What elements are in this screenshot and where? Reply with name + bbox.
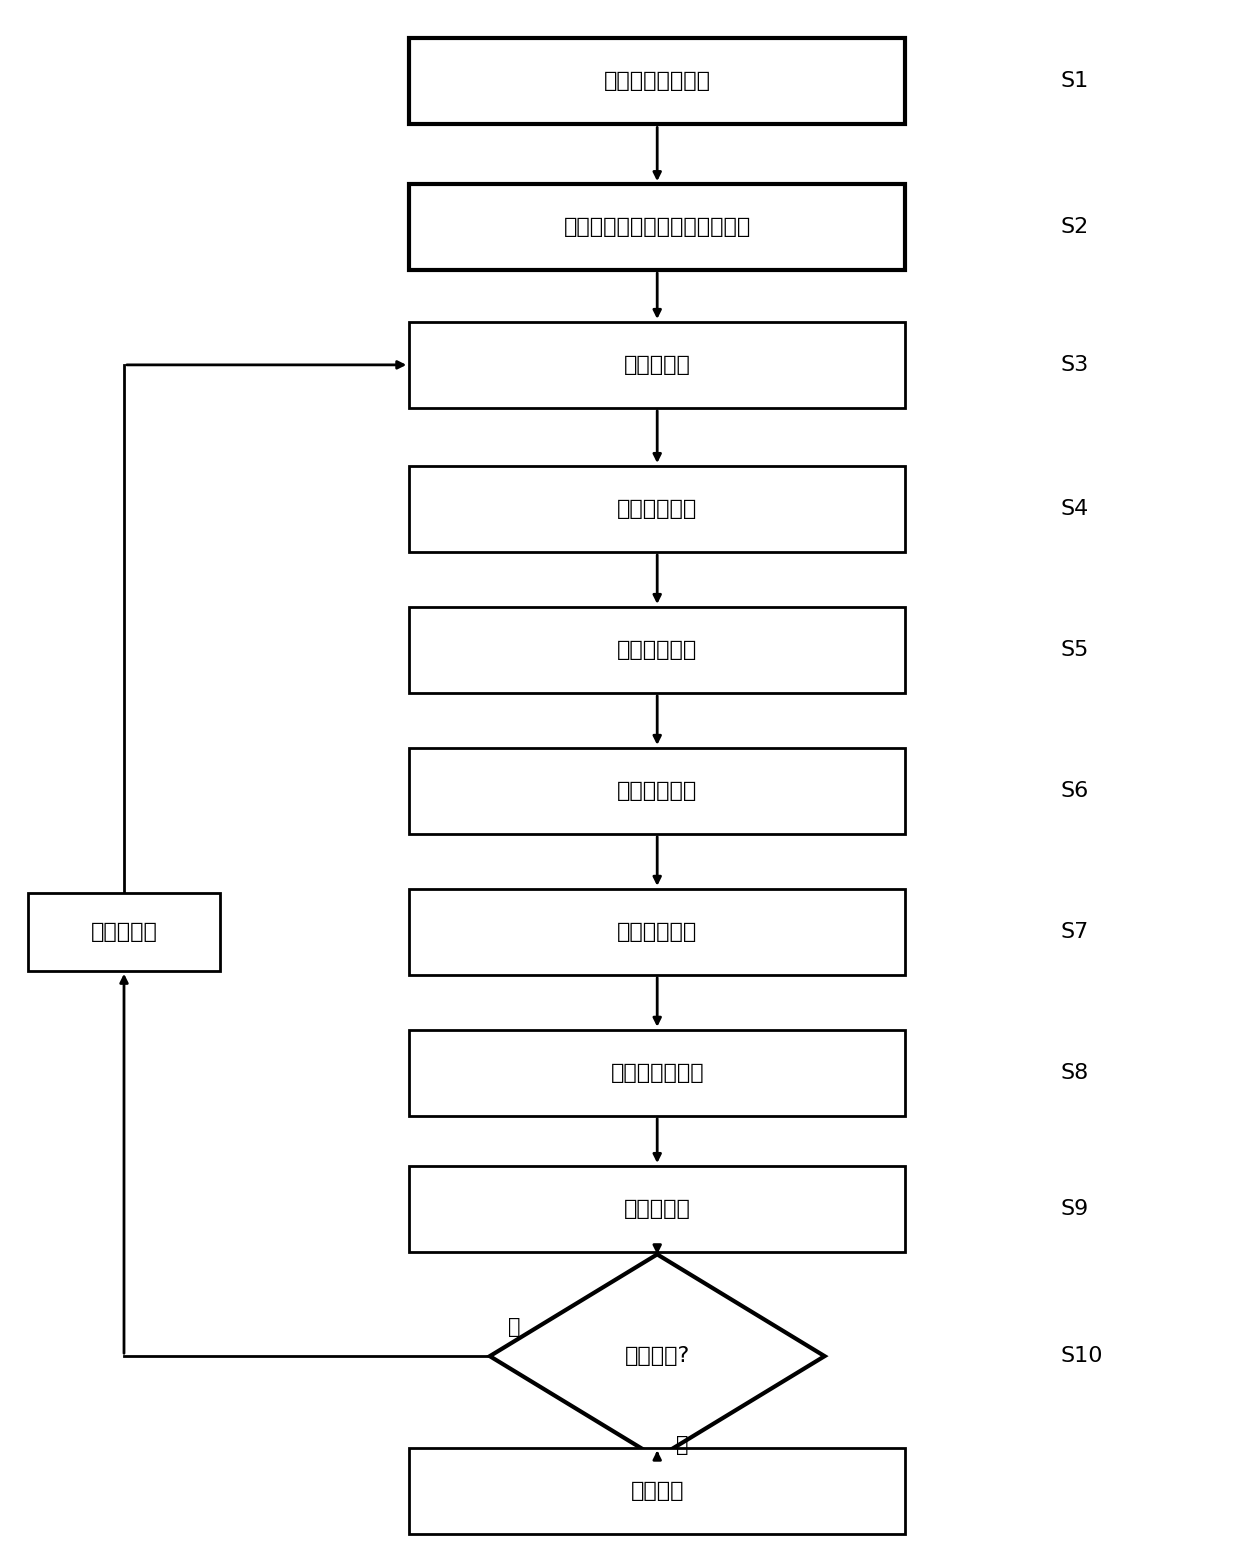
Text: 编制元素灯编码表: 编制元素灯编码表 bbox=[604, 72, 711, 91]
Bar bbox=[409, 747, 905, 833]
Bar bbox=[409, 889, 905, 974]
Text: 否: 否 bbox=[676, 1434, 688, 1455]
Text: 确定元素灯: 确定元素灯 bbox=[624, 1200, 691, 1218]
Bar bbox=[409, 323, 905, 409]
Text: S6: S6 bbox=[1060, 781, 1089, 800]
Bar bbox=[29, 893, 219, 971]
Text: 读高位分压值: 读高位分压值 bbox=[618, 500, 697, 518]
Bar bbox=[409, 1167, 905, 1253]
Text: S9: S9 bbox=[1060, 1200, 1089, 1218]
Text: 读低位分压值: 读低位分压值 bbox=[618, 781, 697, 800]
Text: 确定低位编码: 确定低位编码 bbox=[618, 922, 697, 941]
Bar bbox=[409, 467, 905, 551]
Bar bbox=[409, 606, 905, 692]
Text: 有: 有 bbox=[508, 1317, 521, 1337]
Text: S1: S1 bbox=[1060, 72, 1089, 91]
Bar bbox=[409, 1447, 905, 1535]
Text: S7: S7 bbox=[1060, 922, 1089, 941]
Polygon shape bbox=[490, 1254, 825, 1458]
Bar bbox=[409, 185, 905, 271]
Text: 确定高位编码: 确定高位编码 bbox=[618, 640, 697, 659]
Text: S3: S3 bbox=[1060, 355, 1089, 374]
Bar bbox=[409, 38, 905, 125]
Text: 在空心阴极灯灯脚上装编码电际: 在空心阴极灯灯脚上装编码电际 bbox=[563, 218, 751, 236]
Text: 识别完成: 识别完成 bbox=[630, 1481, 684, 1500]
Text: 安装元素灯: 安装元素灯 bbox=[624, 355, 691, 374]
Text: S8: S8 bbox=[1060, 1063, 1089, 1082]
Text: 还有灯否?: 还有灯否? bbox=[625, 1347, 689, 1366]
Text: S4: S4 bbox=[1060, 500, 1089, 518]
Text: 读下一灯位: 读下一灯位 bbox=[91, 922, 157, 941]
Text: S2: S2 bbox=[1060, 218, 1089, 236]
Text: 对照元素编码表: 对照元素编码表 bbox=[610, 1063, 704, 1082]
Text: S5: S5 bbox=[1060, 640, 1089, 659]
Text: S10: S10 bbox=[1060, 1347, 1102, 1366]
Bar bbox=[409, 1030, 905, 1117]
